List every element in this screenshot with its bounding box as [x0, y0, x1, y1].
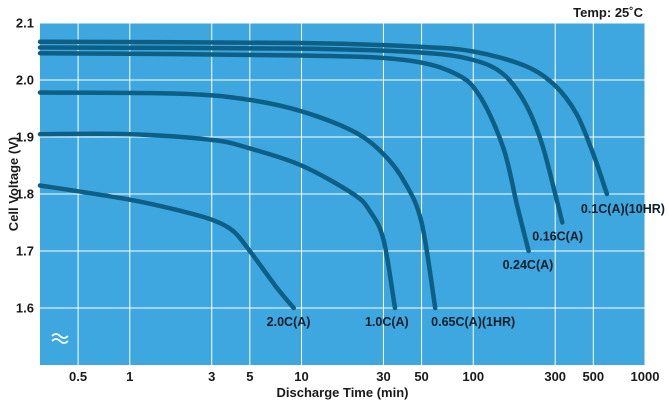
x-tick-label: 100: [462, 369, 484, 384]
x-tick-label: 1: [126, 369, 133, 384]
x-axis-label: Discharge Time (min): [277, 385, 409, 400]
curve-series-line: [37, 39, 610, 197]
y-axis-ticks: 1.6 1.7 1.8 1.9 2.0 2.1: [16, 16, 34, 316]
curve-series-line: [37, 183, 296, 311]
y-tick-label: 1.8: [16, 187, 34, 202]
x-tick-label: 30: [376, 369, 390, 384]
curve-series-line: [37, 50, 531, 254]
curve-series-line: [37, 90, 438, 311]
x-tick-label: 10: [294, 369, 308, 384]
curves-layer: [37, 39, 610, 311]
curve-series-line: [37, 131, 398, 311]
x-tick-label: 300: [544, 369, 566, 384]
x-tick-label: 50: [414, 369, 428, 384]
curve-label: 0.65C(A)(1HR): [431, 315, 515, 329]
curve-series-line: [37, 45, 565, 225]
curve-label: 1.0C(A): [365, 315, 409, 329]
curve-labels-layer: 0.1C(A)(10HR) 0.16C(A) 0.24C(A) 0.65C(A)(1H…: [267, 202, 665, 329]
y-tick-label: 1.9: [16, 130, 34, 145]
curve-label: 2.0C(A): [267, 315, 311, 329]
y-axis-label: Cell Voltage (V): [6, 137, 21, 231]
x-tick-label: 1000: [631, 369, 660, 384]
temperature-note: Temp: 25˚C: [573, 5, 643, 20]
curve-label: 0.1C(A)(10HR): [581, 202, 665, 216]
x-tick-label: 5: [246, 369, 253, 384]
y-tick-label: 2.0: [16, 73, 34, 88]
axis-break-icon: [51, 333, 69, 344]
x-tick-label: 500: [582, 369, 604, 384]
x-tick-label: 3: [208, 369, 215, 384]
y-tick-label: 1.7: [16, 244, 34, 259]
y-tick-label: 1.6: [16, 301, 34, 316]
y-tick-label: 2.1: [16, 16, 34, 31]
curve-label: 0.24C(A): [503, 258, 554, 272]
x-tick-label: 0.5: [69, 369, 87, 384]
curve-label: 0.16C(A): [532, 230, 583, 244]
x-axis-ticks: 0.5 1 3 5 10 30 50 100 300 500 1000: [69, 369, 659, 384]
